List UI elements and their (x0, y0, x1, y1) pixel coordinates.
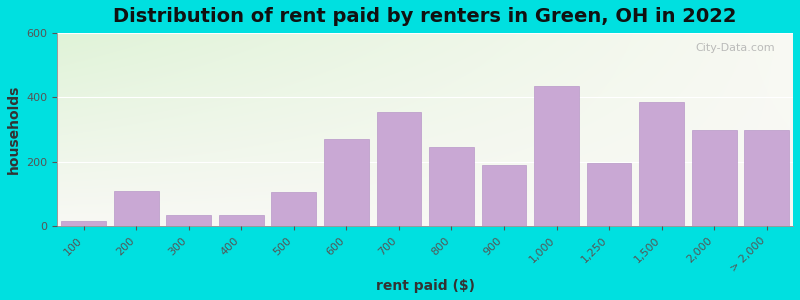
Bar (692, 130, 737, 226)
Bar (429, 147, 474, 226)
Bar (114, 190, 158, 226)
Bar (324, 139, 369, 226)
Bar (62, 221, 106, 226)
X-axis label: rent paid ($): rent paid ($) (376, 279, 474, 293)
Y-axis label: households: households (7, 85, 21, 174)
Bar (639, 102, 684, 226)
Title: Distribution of rent paid by renters in Green, OH in 2022: Distribution of rent paid by renters in … (114, 7, 737, 26)
Bar (586, 163, 631, 226)
Bar (745, 130, 789, 226)
Bar (219, 215, 264, 226)
Bar (534, 86, 579, 226)
Bar (271, 192, 316, 226)
Bar (166, 215, 211, 226)
Bar (482, 165, 526, 226)
Bar (377, 112, 422, 226)
Text: City-Data.com: City-Data.com (695, 43, 774, 53)
